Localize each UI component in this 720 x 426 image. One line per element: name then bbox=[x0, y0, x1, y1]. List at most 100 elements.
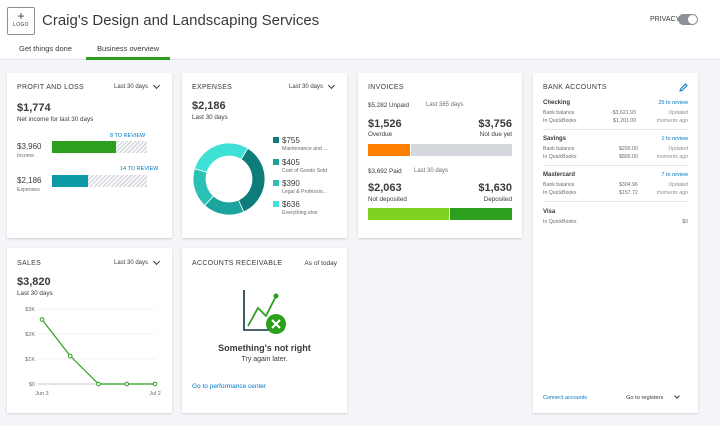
legend-amount: $390 bbox=[282, 179, 300, 188]
not-deposited-bar-segment[interactable] bbox=[368, 208, 449, 220]
expenses-card: EXPENSES Last 30 days $2,186 Last 30 day… bbox=[182, 73, 347, 238]
sales-data-point[interactable] bbox=[67, 353, 73, 359]
expenses-total: $2,186 bbox=[192, 100, 226, 112]
toggle-knob bbox=[688, 15, 697, 24]
qb-balance-value: $0 bbox=[682, 219, 688, 225]
unpaid-amount: $5,282 Unpaid bbox=[368, 102, 409, 109]
legend-swatch bbox=[273, 180, 279, 186]
bank-balance-label: Bank balance bbox=[543, 110, 575, 116]
qb-balance-value: $1,201.00 bbox=[613, 118, 637, 124]
account-name-checking[interactable]: Checking bbox=[543, 100, 571, 106]
legend-amount: $755 bbox=[282, 136, 300, 145]
expenses-donut-chart[interactable] bbox=[182, 73, 347, 238]
sales-data-point[interactable] bbox=[96, 381, 101, 387]
qb-balance-value: $157.72 bbox=[619, 190, 638, 196]
paid-amount: $3,692 Paid bbox=[368, 168, 402, 175]
income-amount: $3,960 bbox=[17, 142, 42, 151]
not-deposited-label: Not deposited bbox=[368, 196, 407, 203]
divider bbox=[543, 165, 688, 166]
profit-loss-card: PROFIT AND LOSS Last 30 days $1,774 Net … bbox=[7, 73, 172, 238]
header: + LOGO Craig's Design and Landscaping Se… bbox=[0, 0, 720, 60]
legend-label: Maintenance and ... bbox=[282, 146, 328, 152]
unpaid-period: Last 365 days bbox=[426, 102, 464, 108]
logo-placeholder[interactable]: + LOGO bbox=[7, 7, 35, 35]
chevron-down-icon[interactable] bbox=[152, 81, 161, 90]
expenses-total-label: Last 30 days bbox=[192, 114, 228, 121]
tab-business-overview[interactable]: Business overview bbox=[97, 44, 160, 53]
profit-loss-period[interactable]: Last 30 days bbox=[114, 84, 149, 90]
legend-amount: $636 bbox=[282, 200, 300, 209]
legend-swatch bbox=[273, 159, 279, 165]
expenses-title: EXPENSES bbox=[192, 84, 233, 91]
qb-balance-label: In QuickBooks bbox=[543, 219, 577, 225]
error-subtitle: Try again later. bbox=[241, 356, 288, 363]
not-due-label: Not due yet bbox=[479, 131, 512, 138]
updated-label: Updated bbox=[668, 146, 688, 152]
legend-amount: $405 bbox=[282, 158, 300, 167]
not-due-bar-segment[interactable] bbox=[410, 144, 512, 156]
account-name-visa[interactable]: Visa bbox=[543, 209, 556, 215]
updated-when: moments ago bbox=[656, 118, 688, 124]
privacy-label: PRIVACY bbox=[650, 16, 681, 23]
review-link-checking[interactable]: 25 to review bbox=[658, 100, 688, 106]
connect-accounts-link[interactable]: Connect accounts bbox=[543, 395, 588, 401]
legend-label: Legal & Professio... bbox=[282, 189, 327, 195]
sales-title: SALES bbox=[17, 260, 42, 267]
deposited-bar-segment[interactable] bbox=[449, 208, 512, 220]
sales-card: SALES Last 30 days $3,820 Last 30 days $… bbox=[7, 248, 172, 413]
y-tick-label: $1K bbox=[25, 357, 35, 363]
performance-center-link[interactable]: Go to performance center bbox=[192, 383, 267, 390]
paid-bar[interactable] bbox=[368, 208, 512, 220]
qb-balance-label: In QuickBooks bbox=[543, 190, 577, 196]
account-name-mastercard[interactable]: Mastercard bbox=[543, 172, 576, 178]
paid-period: Last 30 days bbox=[414, 168, 449, 174]
bank-balance-label: Bank balance bbox=[543, 146, 575, 152]
invoices-card: INVOICES $5,282 Unpaid Last 365 days $1,… bbox=[358, 73, 522, 238]
x-tick-label: Jun 3 bbox=[35, 391, 48, 397]
review-link-mastercard[interactable]: 7 to review bbox=[661, 172, 688, 178]
sales-data-point[interactable] bbox=[124, 381, 130, 387]
bank-balance-value: $200.00 bbox=[619, 146, 638, 152]
sales-data-point[interactable] bbox=[152, 381, 158, 387]
overdue-label: Overdue bbox=[368, 131, 393, 138]
expenses-bar[interactable] bbox=[52, 175, 147, 187]
invoices-title: INVOICES bbox=[368, 84, 404, 91]
y-tick-label: $3K bbox=[25, 307, 35, 313]
go-to-registers[interactable]: Go to registers bbox=[626, 395, 664, 401]
divider bbox=[543, 201, 688, 202]
company-name: Craig's Design and Landscaping Services bbox=[42, 12, 320, 29]
overdue-bar-segment[interactable] bbox=[368, 144, 410, 156]
logo-label: LOGO bbox=[13, 22, 29, 28]
sales-data-point[interactable] bbox=[39, 317, 45, 322]
donut-slice[interactable] bbox=[194, 142, 249, 173]
active-tab-indicator bbox=[86, 57, 170, 60]
chevron-down-icon[interactable] bbox=[674, 393, 680, 399]
deposited-amount: $1,630 bbox=[478, 182, 512, 194]
income-review-link[interactable]: 8 TO REVIEW bbox=[110, 133, 146, 139]
accounts-receivable-title: ACCOUNTS RECEIVABLE bbox=[192, 260, 283, 267]
unpaid-bar[interactable] bbox=[368, 144, 512, 156]
expenses-period[interactable]: Last 30 days bbox=[289, 84, 324, 90]
updated-label: Updated bbox=[668, 110, 688, 116]
profit-loss-title: PROFIT AND LOSS bbox=[17, 84, 84, 91]
updated-label: Updated bbox=[668, 182, 688, 188]
tab-get-things-done[interactable]: Get things done bbox=[19, 44, 72, 53]
pencil-icon[interactable] bbox=[679, 83, 688, 92]
sales-total-label: Last 30 days bbox=[17, 290, 53, 297]
y-tick-label: $2K bbox=[25, 332, 35, 338]
overdue-amount: $1,526 bbox=[368, 118, 402, 130]
account-name-savings[interactable]: Savings bbox=[543, 136, 567, 142]
broken-chart-icon bbox=[243, 290, 286, 334]
not-due-amount: $3,756 bbox=[478, 118, 512, 130]
updated-when: moments ago bbox=[656, 190, 688, 196]
bank-balance-value: $304.96 bbox=[619, 182, 638, 188]
expenses-amount: $2,186 bbox=[17, 176, 42, 185]
privacy-toggle[interactable] bbox=[678, 14, 698, 25]
income-label: Income bbox=[17, 153, 35, 159]
legend-swatch bbox=[273, 201, 279, 207]
income-bar[interactable] bbox=[52, 141, 147, 153]
sales-period[interactable]: Last 30 days bbox=[114, 260, 149, 266]
expenses-review-link[interactable]: 14 TO REVIEW bbox=[120, 166, 159, 172]
review-link-savings[interactable]: 1 to review bbox=[661, 136, 688, 142]
